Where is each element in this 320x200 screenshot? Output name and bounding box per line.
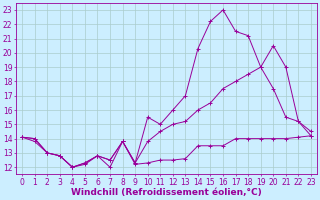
X-axis label: Windchill (Refroidissement éolien,°C): Windchill (Refroidissement éolien,°C) xyxy=(71,188,262,197)
